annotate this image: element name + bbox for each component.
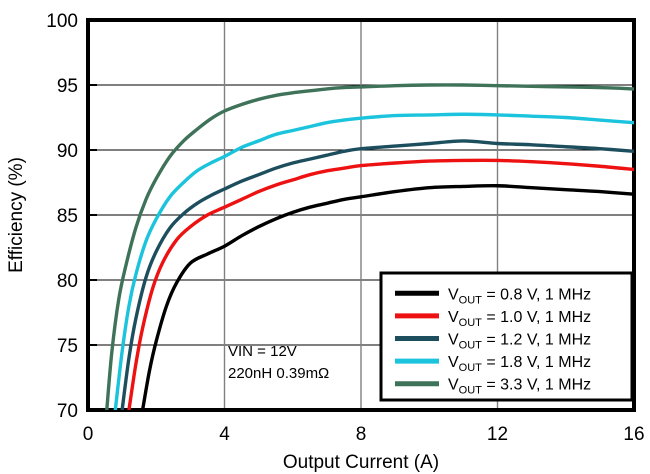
legend-label-4: VOUT = 3.3 V, 1 MHz <box>448 377 591 397</box>
chart-annotations: VIN = 12V 220nH 0.39mΩ <box>228 343 329 382</box>
annotation-line-0: VIN = 12V <box>228 343 297 360</box>
legend-label-1: VOUT = 1.0 V, 1 MHz <box>448 309 591 329</box>
series-line-4 <box>105 83 634 410</box>
series-line-3 <box>113 112 634 410</box>
y-tick-label: 75 <box>57 336 78 357</box>
x-tick-label: 16 <box>623 424 644 445</box>
series-line-1 <box>127 158 634 410</box>
x-axis-title: Output Current (A) <box>283 452 439 473</box>
chart-legend: VOUT = 0.8 V, 1 MHz VOUT = 1.0 V, 1 MHz VO… <box>379 271 634 402</box>
x-tick-label: 8 <box>356 424 367 445</box>
legend-label-0: VOUT = 0.8 V, 1 MHz <box>448 286 591 306</box>
y-tick-label: 85 <box>57 206 78 227</box>
series-line-0 <box>140 184 634 410</box>
x-tick-label: 4 <box>219 424 230 445</box>
legend-label-2: VOUT = 1.2 V, 1 MHz <box>448 332 591 352</box>
y-tick-label: 95 <box>57 76 78 97</box>
series-line-2 <box>120 139 634 410</box>
x-tick-label: 12 <box>487 424 508 445</box>
plot-border <box>86 18 636 412</box>
x-axis-tick-labels: 0 4 8 12 16 <box>83 424 645 445</box>
y-axis-title: Efficiency (%) <box>6 157 27 273</box>
y-tick-label: 90 <box>57 141 78 162</box>
plot-frame <box>86 18 636 412</box>
legend-label-3: VOUT = 1.8 V, 1 MHz <box>448 354 591 374</box>
annotation-line-1: 220nH 0.39mΩ <box>228 365 329 382</box>
y-tick-label: 80 <box>57 271 78 292</box>
data-curves <box>105 83 634 410</box>
y-axis-tick-labels: 70 75 80 85 90 95 100 <box>46 11 78 422</box>
x-tick-label: 0 <box>83 424 94 445</box>
y-tick-label: 70 <box>57 401 78 422</box>
y-tick-label: 100 <box>46 11 78 32</box>
